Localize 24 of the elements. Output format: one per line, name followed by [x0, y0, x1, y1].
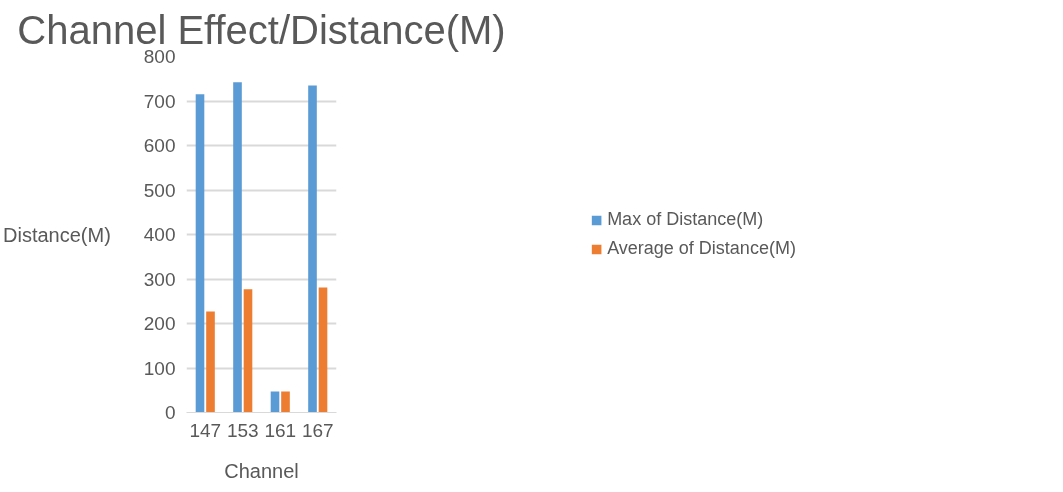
- bar: [243, 289, 253, 413]
- y-tick-label: 600: [143, 135, 176, 156]
- y-tick-label: 200: [143, 313, 176, 334]
- bar: [318, 287, 328, 413]
- x-tick-label: 167: [301, 419, 334, 441]
- y-tick-label: 400: [143, 224, 176, 245]
- y-axis-title: Distance(M): [3, 223, 111, 246]
- y-tick-label: 100: [143, 357, 176, 379]
- bar: [281, 391, 290, 413]
- x-tick-label: 161: [264, 419, 297, 441]
- bar: [206, 311, 215, 413]
- legend-label: Max of Distance(M): [607, 209, 764, 230]
- x-axis-title: Channel: [224, 459, 299, 482]
- y-tick-label: 500: [143, 179, 176, 201]
- x-tick-label: 147: [189, 419, 222, 441]
- bar: [233, 82, 242, 413]
- bar: [308, 85, 317, 413]
- bar: [195, 94, 205, 413]
- y-tick-label: 0: [164, 402, 176, 423]
- y-tick-label: 800: [143, 46, 176, 67]
- x-tick-label: 153: [226, 419, 259, 441]
- legend-label: Average of Distance(M): [607, 238, 796, 259]
- y-tick-label: 700: [143, 90, 176, 112]
- y-tick-label: 300: [143, 268, 176, 290]
